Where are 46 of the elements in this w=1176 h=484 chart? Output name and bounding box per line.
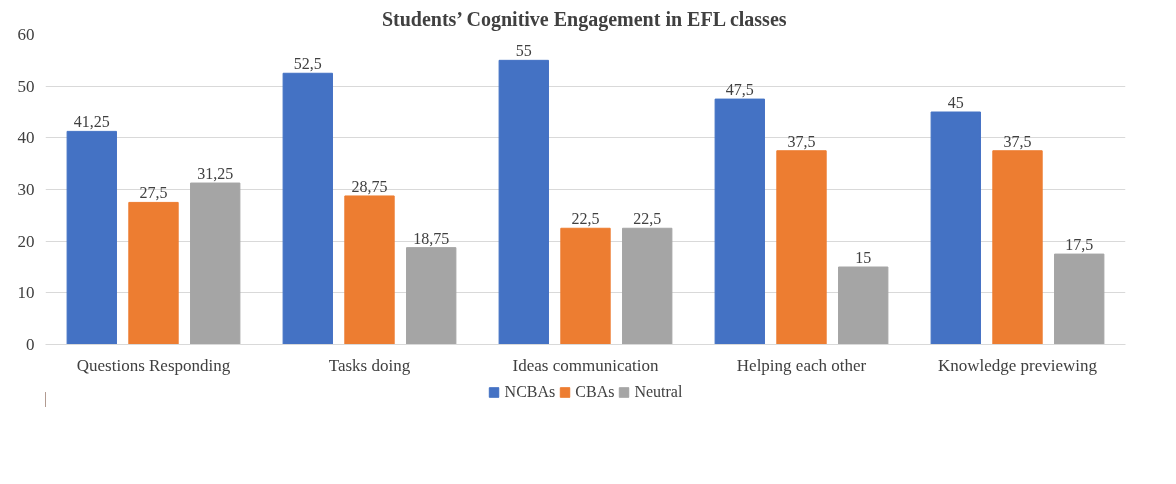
- data-label: 22,5: [571, 210, 600, 228]
- y-tick-label: 30: [17, 180, 35, 199]
- bar: [992, 150, 1043, 345]
- chart-title: Students’ Cognitive Engagement in EFL classes: [381, 7, 787, 31]
- bar: [838, 266, 889, 345]
- bar: [190, 182, 241, 345]
- legend-label: Neutral: [634, 383, 683, 401]
- data-label: 52,5: [293, 55, 322, 73]
- y-tick-label: 10: [17, 283, 35, 303]
- y-tick-label: 0: [26, 335, 35, 354]
- x-tick-label: Helping each other: [736, 355, 867, 375]
- data-label: 27,5: [139, 184, 168, 202]
- bar: [344, 195, 395, 345]
- x-tick-label: Questions Responding: [76, 355, 231, 375]
- data-label: 15: [855, 249, 872, 266]
- y-tick-label: 60: [17, 25, 35, 44]
- data-label: 22,5: [633, 210, 662, 228]
- x-tick-label: Knowledge previewing: [937, 355, 1098, 375]
- bar: [128, 201, 179, 345]
- data-label: 47,5: [725, 81, 754, 99]
- bar: [66, 130, 117, 345]
- x-tick-label: Tasks doing: [328, 355, 411, 375]
- data-label: 28,75: [351, 177, 388, 195]
- bar: [406, 247, 457, 345]
- bar: [1054, 253, 1105, 345]
- y-tick-label: 40: [17, 128, 35, 148]
- data-label: 31,25: [197, 165, 234, 183]
- bar: [622, 227, 673, 345]
- bar: [498, 59, 549, 345]
- x-tick-label: Ideas communication: [512, 355, 659, 375]
- data-label: 37,5: [1003, 132, 1032, 150]
- data-label: 55: [515, 42, 532, 60]
- data-label: 41,25: [73, 113, 110, 131]
- y-tick-label: 50: [17, 76, 35, 96]
- data-label: 45: [947, 94, 964, 111]
- data-label: 37,5: [787, 132, 816, 150]
- bar: [282, 72, 333, 345]
- bar: [776, 150, 827, 345]
- data-label: 18,75: [413, 229, 450, 247]
- legend-label: NCBAs: [504, 383, 556, 401]
- y-tick-label: 20: [17, 231, 35, 251]
- bar: [930, 111, 981, 345]
- data-label: 17,5: [1065, 236, 1094, 254]
- legend-label: CBAs: [575, 383, 615, 401]
- bar: [560, 227, 611, 345]
- bar: [714, 98, 765, 345]
